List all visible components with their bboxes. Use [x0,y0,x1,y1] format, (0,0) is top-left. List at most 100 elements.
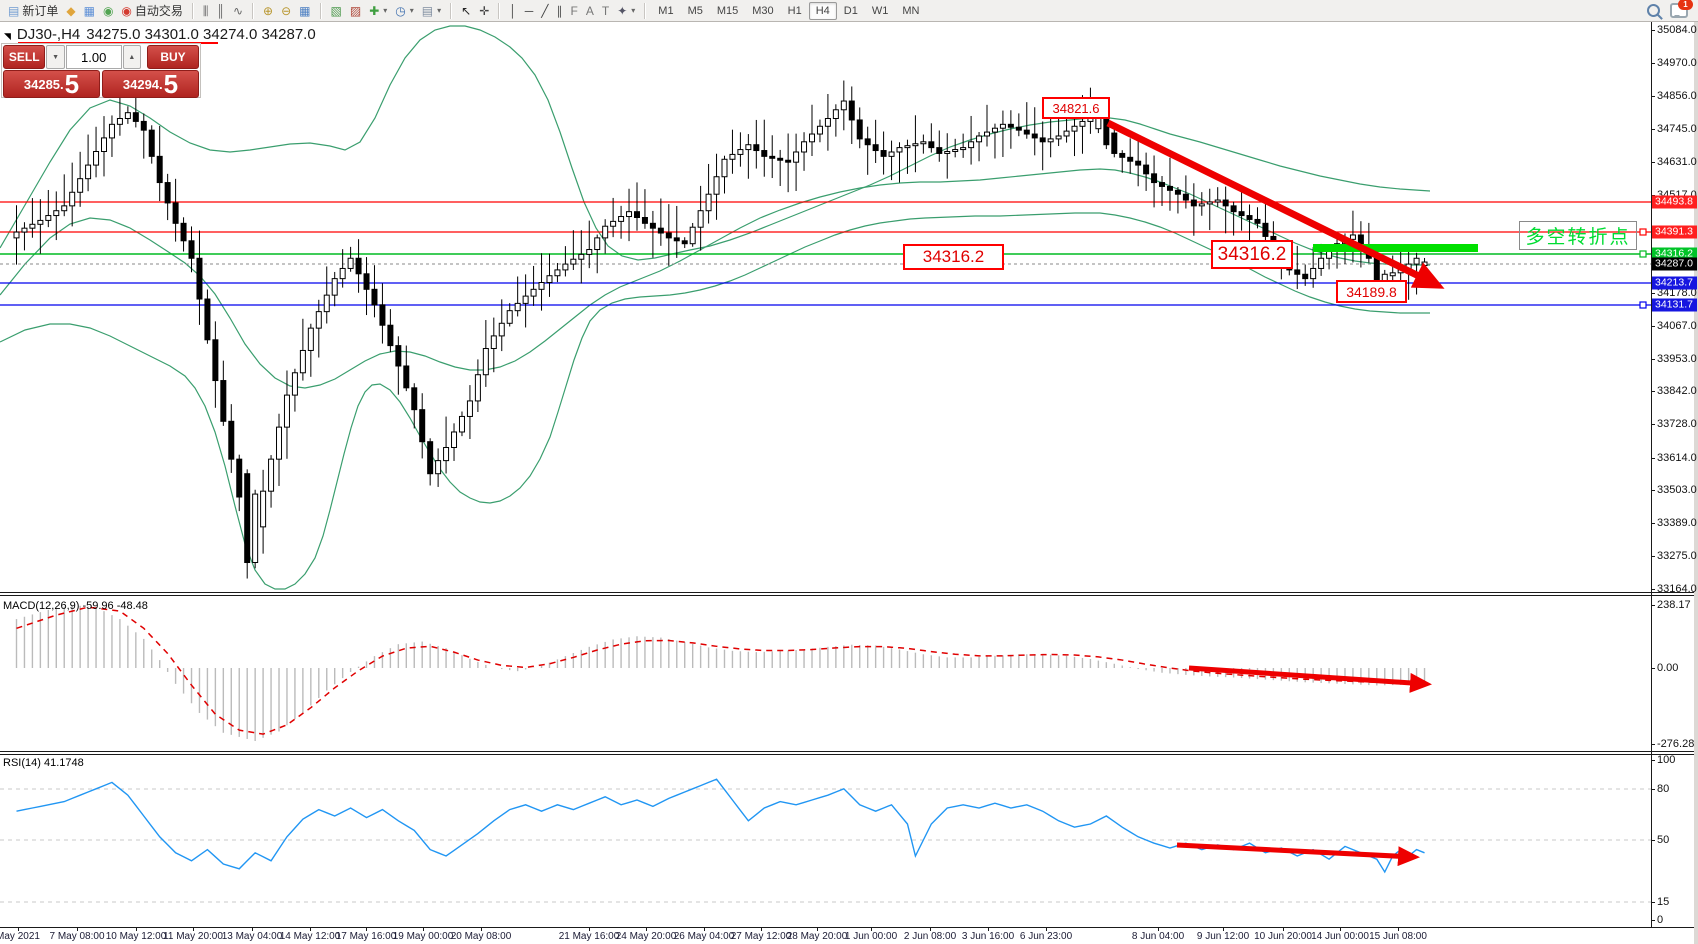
volume-input[interactable]: 1.00 [65,45,122,69]
time-tick-label: 28 May 20:00 [786,931,848,942]
buy-button[interactable]: BUY [147,45,200,69]
turning-point-label[interactable]: 多空转折点 [1519,221,1637,250]
main-macd-separator[interactable] [0,592,1694,596]
time-tick-label: 10 Jun 20:00 [1254,931,1312,942]
vertical-line-button[interactable]: │ [505,1,521,21]
dropdown-caret-icon: ▾ [383,6,388,15]
candle-body [832,109,839,120]
macd-rsi-separator[interactable] [0,751,1694,755]
text-button[interactable]: A [582,1,598,21]
time-tick-label: 24 May 20:00 [615,931,677,942]
candle-body [37,219,44,225]
horizontal-line-button[interactable]: ─ [521,1,538,21]
sell-button[interactable]: SELL [3,45,46,69]
bar-chart-button[interactable]: ⫼ [199,1,213,21]
volume-decrease-button[interactable]: ▼ [46,45,65,69]
candlestick-chart-button[interactable]: ║ [212,1,229,21]
periods-button[interactable]: ◷ ▾ [391,1,418,21]
market-watch-icon: ▦ [83,3,95,18]
high-price-label[interactable]: 34821.6 [1042,97,1110,119]
price-tick [1651,63,1655,64]
level-label-left[interactable]: 34316.2 [903,244,1004,270]
candle-body [85,164,92,180]
time-axis-line [0,927,1694,928]
candle-body [498,322,505,337]
timeframe-m5[interactable]: M5 [687,4,703,17]
cursor-button[interactable]: ↖ [457,1,475,21]
time-tick-label: 6 Jun 23:00 [1019,931,1073,942]
candle-body [538,282,545,290]
text-label-button[interactable]: T [598,1,613,21]
timeframe-d1[interactable]: D1 [843,4,858,17]
timeframe-h4[interactable]: H4 [808,1,837,20]
add-chart-button[interactable]: ✚ ▾ [365,1,391,21]
channel-button[interactable]: ∥ [553,1,567,21]
trendline-icon: ╱ [541,3,549,18]
time-tick [704,927,705,931]
candle-body [848,100,855,121]
compress-icon-button[interactable]: ◆ [62,1,79,21]
chart-canvas[interactable] [0,22,1651,927]
time-tick [871,927,872,931]
time-tick [817,927,818,931]
time-tick [1398,927,1399,931]
timeframe-m15[interactable]: M15 [716,4,739,17]
trendline-button[interactable]: ╱ [537,1,552,21]
toolbar-separator [252,2,255,19]
time-tick-label: 8 Jun 04:00 [1131,931,1185,942]
macd-label: MACD(12,26,9) -59.96 -48.48 [3,600,148,612]
line-chart-button[interactable]: ∿ [229,1,247,21]
time-tick-label: 26 May 04:00 [673,931,735,942]
low-price-label[interactable]: 34189.8 [1336,280,1407,303]
sell-price-button[interactable]: 34285. 5 [3,70,100,98]
candle-body [976,135,983,143]
candle-body [681,240,688,245]
candle-body [657,227,664,234]
zoom-in-icon: ⊕ [263,3,274,18]
indicator-list-button[interactable]: ▨ [346,1,365,21]
search-icon[interactable] [1647,4,1660,17]
candle-body [1326,250,1333,259]
time-tick-label: 15 Jun 08:00 [1369,931,1427,942]
buy-price-pip: 5 [163,69,179,99]
candle-body [458,415,465,433]
notifications-icon[interactable]: 1 [1670,0,1693,18]
candle-body [252,493,259,564]
timeframe-group: M1 M5 M15 M30 H1 H4 D1 W1 MN [651,0,926,22]
crosshair-button[interactable]: ✛ [475,1,493,21]
tile-windows-icon: ▦ [299,3,311,18]
volume-increase-button[interactable]: ▲ [122,45,141,69]
candle-body [968,141,975,149]
timeframe-h1[interactable]: H1 [787,4,802,17]
vertical-line-icon: │ [509,3,517,18]
timeframe-mn[interactable]: MN [902,4,920,17]
templates-button[interactable]: ▤ ▾ [418,1,445,21]
auto-trading-button[interactable]: ◉ 自动交易 [117,1,187,21]
candle-body [633,211,640,219]
toolbar-right: 1 [1647,0,1694,18]
candle-body [101,137,108,153]
time-tick-label: 2 Jun 08:00 [903,931,957,942]
price-level-tag: 34391.3 [1652,225,1697,239]
timeframe-m30[interactable]: M30 [752,4,774,17]
arrows-button[interactable]: ✦ ▾ [613,1,639,21]
rsi-scale-label: 50 [1657,834,1670,846]
signal-icon-button[interactable]: ◉ [99,1,117,21]
candle-body [1238,211,1245,217]
timeframe-m1[interactable]: M1 [658,4,674,17]
new-order-button[interactable]: ▤ 新订单 [4,1,62,21]
market-watch-button[interactable]: ▦ [80,1,99,21]
zoom-out-button[interactable]: ⊖ [277,1,295,21]
candle-body [315,311,322,329]
indicators-button[interactable]: ▧ [327,1,346,21]
candle-body [1262,222,1269,237]
tile-windows-button[interactable]: ▦ [295,1,314,21]
zoom-in-button[interactable]: ⊕ [259,1,277,21]
fibonacci-button[interactable]: F [567,1,582,21]
level-label-right[interactable]: 34316.2 [1211,240,1293,269]
price-tick-label: 34745.0 [1657,123,1697,135]
toolbar-group-indicators: ▧ ▨ ✚ ▾ ◷ ▾ ▤ ▾ [327,0,446,22]
buy-price-button[interactable]: 34294. 5 [102,70,199,98]
timeframe-w1[interactable]: W1 [871,4,889,17]
text-icon: A [585,3,594,18]
